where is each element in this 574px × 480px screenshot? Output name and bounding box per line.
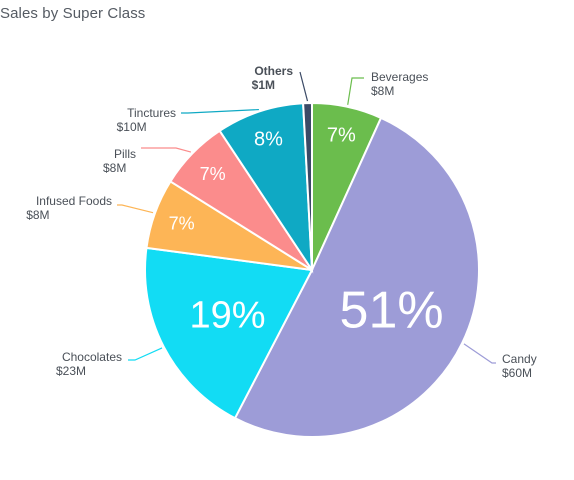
value-label-tinctures: $10M [117, 120, 147, 134]
pie-slice-chocolates[interactable] [144, 246, 314, 420]
pie-slice-candy[interactable] [233, 116, 481, 438]
percent-label-beverages: 7% [327, 125, 356, 147]
category-label-candy: Candy [502, 352, 537, 366]
leader-line-pills [141, 147, 192, 153]
value-label-infused-foods: $8M [26, 208, 49, 222]
leader-line-others [299, 71, 309, 102]
leader-line-candy [463, 343, 496, 364]
percent-label-tinctures: 8% [254, 129, 283, 151]
chart-title: Sales by Super Class [0, 5, 146, 22]
leader-line-chocolates [128, 347, 163, 361]
leader-line-tinctures [181, 108, 259, 114]
category-label-chocolates: Chocolates [62, 350, 122, 364]
category-label-infused-foods: Infused Foods [36, 194, 112, 208]
percent-label-infused-foods: 7% [169, 213, 195, 233]
category-label-tinctures: Tinctures [127, 106, 176, 120]
category-label-beverages: Beverages [371, 70, 428, 84]
percent-label-candy: 51% [340, 281, 444, 339]
pie-slice-tinctures[interactable] [218, 102, 314, 274]
value-label-chocolates: $23M [56, 364, 86, 378]
value-label-candy: $60M [502, 366, 532, 380]
value-label-others: $1M [252, 78, 275, 92]
leader-line-infused-foods [117, 204, 154, 214]
percent-label-chocolates: 19% [190, 295, 266, 337]
value-label-pills: $8M [103, 161, 126, 175]
pie-slice-others[interactable] [302, 101, 313, 271]
leader-line-beverages [347, 77, 364, 105]
category-label-pills: Pills [114, 147, 136, 161]
value-label-beverages: $8M [371, 84, 394, 98]
category-label-others: Others [254, 64, 293, 78]
percent-label-pills: 7% [200, 164, 226, 184]
